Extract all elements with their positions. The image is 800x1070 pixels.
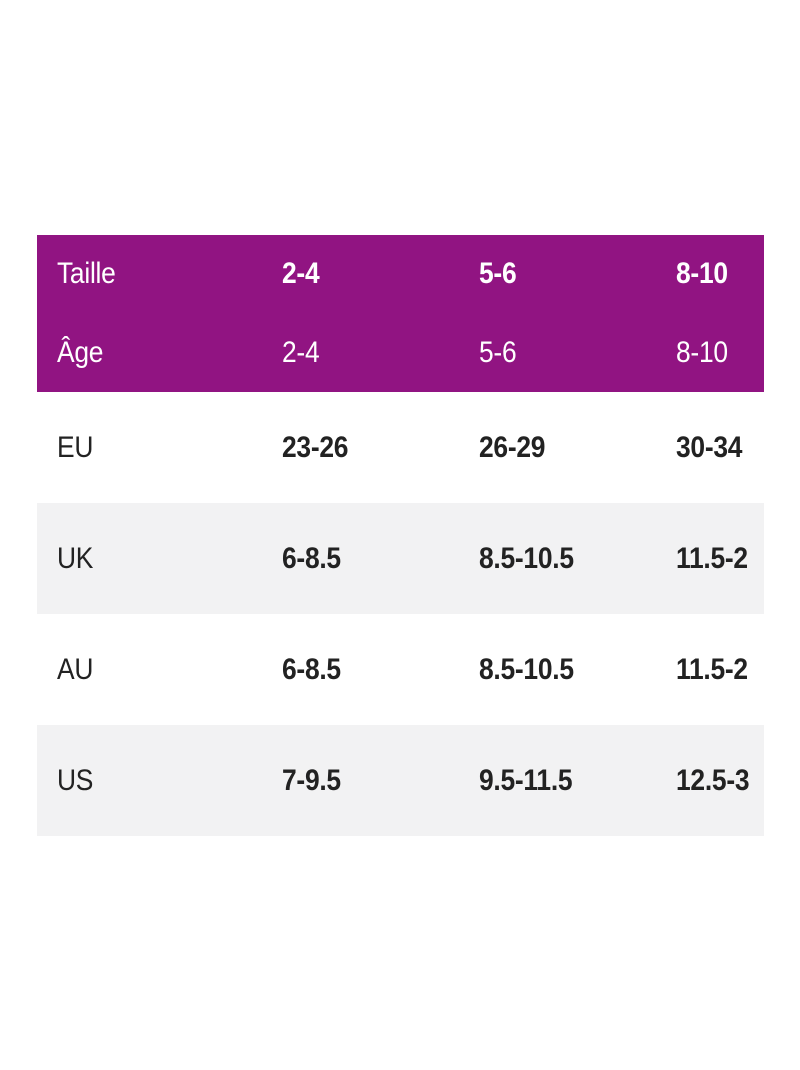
row-eu-value-3-text: 30-34 [676, 430, 743, 464]
header-age-value-2-text: 5-6 [479, 335, 517, 369]
row-eu-value-1-text: 23-26 [282, 430, 349, 464]
row-au-value-1-text: 6-8.5 [282, 652, 341, 686]
header-age-value-3: 8-10 [656, 335, 764, 369]
row-eu-label-text: EU [57, 430, 94, 464]
row-uk-label: UK [37, 541, 262, 575]
row-au-label: AU [37, 652, 262, 686]
header-row-taille: Taille 2-4 5-6 8-10 [37, 235, 764, 314]
header-taille-value-3: 8-10 [656, 259, 764, 289]
header-age-value-1: 2-4 [262, 335, 459, 369]
row-eu-value-2: 26-29 [459, 430, 656, 464]
row-uk-value-3-text: 11.5-2 [676, 541, 748, 575]
header-label-taille: Taille [37, 259, 262, 289]
row-au-value-1: 6-8.5 [262, 652, 459, 686]
header-age-value-3-text: 8-10 [676, 335, 728, 369]
row-us-value-1-text: 7-9.5 [282, 763, 341, 797]
row-us-value-1: 7-9.5 [262, 763, 459, 797]
header-label-taille-text: Taille [57, 257, 116, 291]
header-taille-value-3-text: 8-10 [676, 257, 728, 291]
row-au-label-text: AU [57, 652, 94, 686]
row-uk-value-2-text: 8.5-10.5 [479, 541, 574, 575]
header-taille-value-1: 2-4 [262, 259, 459, 289]
row-uk-label-text: UK [57, 541, 94, 575]
row-us-value-2: 9.5-11.5 [459, 763, 656, 797]
row-us-value-3-text: 12.5-3 [676, 763, 750, 797]
row-au-value-2: 8.5-10.5 [459, 652, 656, 686]
row-us-label: US [37, 763, 262, 797]
header-row-age: Âge 2-4 5-6 8-10 [37, 314, 764, 393]
row-us-value-3: 12.5-3 [656, 763, 764, 797]
header-label-age: Âge [37, 335, 262, 369]
row-au-value-3: 11.5-2 [656, 652, 764, 686]
row-uk-value-1-text: 6-8.5 [282, 541, 341, 575]
row-eu-value-2-text: 26-29 [479, 430, 546, 464]
table-row-uk: UK 6-8.5 8.5-10.5 11.5-2 [37, 503, 764, 614]
row-eu-value-1: 23-26 [262, 430, 459, 464]
row-eu-value-3: 30-34 [656, 430, 764, 464]
row-uk-value-2: 8.5-10.5 [459, 541, 656, 575]
header-age-value-2: 5-6 [459, 335, 656, 369]
header-taille-value-2-text: 5-6 [479, 257, 517, 291]
header-age-value-1-text: 2-4 [282, 335, 320, 369]
row-au-value-2-text: 8.5-10.5 [479, 652, 574, 686]
row-uk-value-3: 11.5-2 [656, 541, 764, 575]
row-uk-value-1: 6-8.5 [262, 541, 459, 575]
table-header: Taille 2-4 5-6 8-10 Âge 2-4 5-6 8-10 [37, 235, 764, 392]
header-taille-value-2: 5-6 [459, 259, 656, 289]
table-row-us: US 7-9.5 9.5-11.5 12.5-3 [37, 725, 764, 836]
header-taille-value-1-text: 2-4 [282, 257, 320, 291]
row-au-value-3-text: 11.5-2 [676, 652, 748, 686]
table-row-au: AU 6-8.5 8.5-10.5 11.5-2 [37, 614, 764, 725]
header-label-age-text: Âge [57, 335, 104, 369]
row-eu-label: EU [37, 430, 262, 464]
row-us-value-2-text: 9.5-11.5 [479, 763, 573, 797]
table-row-eu: EU 23-26 26-29 30-34 [37, 392, 764, 503]
row-us-label-text: US [57, 763, 94, 797]
size-chart-table: Taille 2-4 5-6 8-10 Âge 2-4 5-6 8-10 EU … [37, 235, 764, 836]
